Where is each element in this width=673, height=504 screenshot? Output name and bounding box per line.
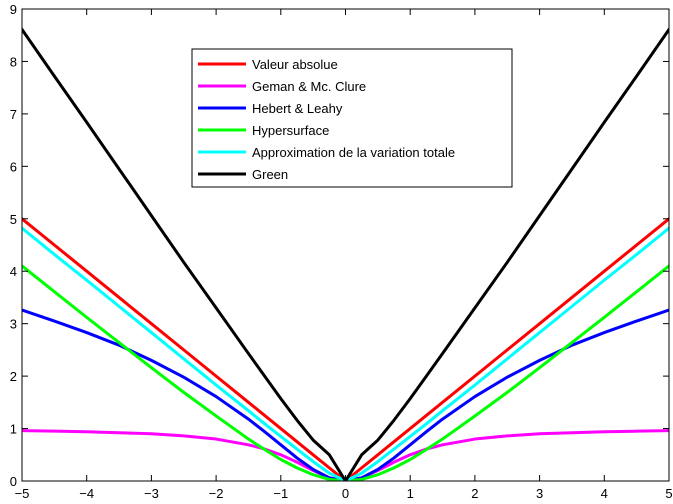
x-tick-label: −4 — [79, 486, 94, 501]
y-tick-label: 9 — [10, 2, 17, 17]
legend-label-5: Green — [252, 167, 288, 182]
legend-label-2: Hebert & Leahy — [252, 101, 343, 116]
y-tick-label: 0 — [10, 474, 17, 489]
x-tick-label: −1 — [273, 486, 288, 501]
legend-label-1: Geman & Mc. Clure — [252, 79, 366, 94]
x-tick-label: 2 — [471, 486, 478, 501]
x-tick-label: 3 — [536, 486, 543, 501]
series-line-2 — [22, 308, 669, 481]
legend-label-0: Valeur absolue — [252, 57, 338, 72]
legend: Valeur absolue Geman & Mc. Clure Hebert & … — [191, 48, 513, 188]
series-line-0 — [22, 217, 669, 481]
y-tick-label: 2 — [10, 369, 17, 384]
legend-box — [191, 48, 513, 188]
series-layer — [22, 27, 669, 481]
series-line-5 — [22, 27, 669, 481]
y-tick-label: 8 — [10, 54, 17, 69]
y-tick-label: 4 — [10, 264, 17, 279]
x-tick-label: −3 — [144, 486, 159, 501]
x-tick-label: −2 — [209, 486, 224, 501]
x-tick-label: 1 — [407, 486, 414, 501]
x-tick-label: −5 — [15, 486, 30, 501]
x-tick-label: 5 — [665, 486, 672, 501]
legend-label-3: Hypersurface — [252, 123, 329, 138]
x-tick-label: 0 — [342, 486, 349, 501]
series-line-1 — [22, 429, 669, 481]
y-tick-label: 1 — [10, 422, 17, 437]
ticks-layer: −5 −4 −3 −2 −1 0 1 2 3 4 5 0 1 2 3 4 5 6 7 8 9 — [10, 2, 673, 501]
y-tick-label: 6 — [10, 159, 17, 174]
legend-label-4: Approximation de la variation totale — [252, 145, 455, 160]
series-line-3 — [22, 264, 669, 481]
y-tick-label: 3 — [10, 317, 17, 332]
y-tick-label: 5 — [10, 212, 17, 227]
y-tick-label: 7 — [10, 107, 17, 122]
x-tick-label: 4 — [601, 486, 608, 501]
series-line-4 — [22, 226, 669, 481]
